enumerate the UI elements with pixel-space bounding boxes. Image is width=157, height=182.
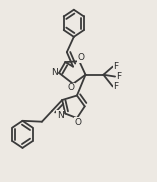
Text: F: F xyxy=(114,62,119,71)
Text: O: O xyxy=(68,83,75,92)
Text: F: F xyxy=(114,82,119,91)
Text: F: F xyxy=(116,72,121,81)
Text: O: O xyxy=(77,54,84,62)
Text: N: N xyxy=(57,110,64,120)
Text: O: O xyxy=(74,118,81,126)
Text: N: N xyxy=(51,68,57,77)
